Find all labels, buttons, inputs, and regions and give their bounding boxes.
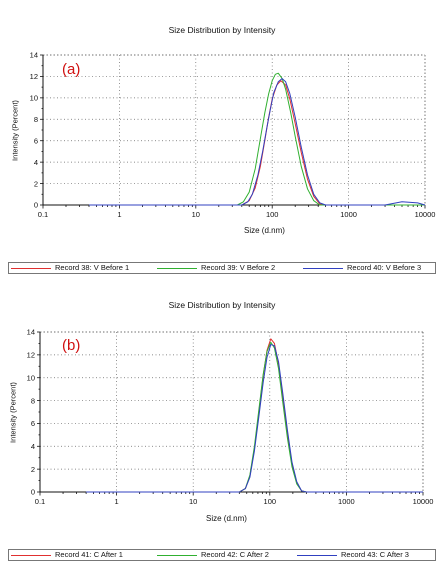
y-tick-label: 12: [30, 72, 38, 81]
chart-panel-b: Size Distribution by Intensity 0 2 4 6 8 10 12…: [0, 292, 444, 581]
legend-item: Record 41: C After 1: [11, 550, 123, 560]
legend-swatch: [11, 554, 51, 556]
x-axis-label: Size (d.nm): [206, 514, 247, 523]
legend-label: Record 41: C After 1: [55, 550, 123, 559]
legend-item: Record 40: V Before 3: [303, 263, 421, 273]
legend-label: Record 39: V Before 2: [201, 263, 276, 272]
chart-title: Size Distribution by Intensity: [168, 25, 276, 35]
x-axis-label: Size (d.nm): [244, 226, 285, 235]
x-tick-label: 0.1: [38, 210, 48, 219]
legend-label: Record 40: V Before 3: [347, 263, 422, 272]
x-tick-label: 100: [266, 210, 279, 219]
y-axis-label: Intensity (Percent): [10, 100, 20, 161]
chart-plot-b: 0 2 4 6 8 10 12 14 0.1 1 10 100 1000 10000: [27, 328, 434, 506]
y-tick-label: 0: [31, 488, 35, 497]
y-axis-label: Intensity (Percent): [8, 382, 18, 443]
chart-legend: Record 38: V Before 1 Record 39: V Befor…: [8, 262, 436, 274]
panel-label: (a): [62, 61, 81, 78]
y-tick-label: 0: [34, 201, 38, 210]
y-tick-label: 2: [31, 465, 35, 474]
legend-label: Record 43: C After 3: [341, 550, 409, 559]
y-tick-label: 2: [34, 179, 38, 188]
x-tick-label: 10000: [413, 497, 434, 506]
x-tick-label: 10: [192, 210, 200, 219]
x-tick-label: 1: [115, 497, 119, 506]
series-line: [89, 72, 425, 206]
x-tick-label: 100: [264, 497, 277, 506]
chart-plot-a: 0 2 4 6 8 10 12 14 0.1 1 10 100 1000 10000: [30, 51, 436, 219]
legend-swatch: [157, 267, 197, 269]
legend-label: Record 38: V Before 1: [55, 263, 130, 272]
y-tick-label: 6: [34, 136, 38, 145]
legend-swatch: [303, 267, 343, 269]
legend-item: Record 39: V Before 2: [157, 263, 275, 273]
y-tick-label: 4: [34, 158, 38, 167]
legend-item: Record 38: V Before 1: [11, 263, 129, 273]
legend-label: Record 42: C After 2: [201, 550, 269, 559]
series-line: [86, 338, 423, 493]
y-tick-label: 6: [31, 419, 35, 428]
y-tick-label: 14: [30, 51, 38, 60]
legend-swatch: [157, 554, 197, 556]
legend-swatch: [297, 554, 337, 556]
chart-legend: Record 41: C After 1 Record 42: C After …: [8, 549, 436, 561]
series-line: [89, 80, 425, 206]
legend-item: Record 43: C After 3: [297, 550, 409, 560]
series-line: [86, 344, 423, 493]
y-tick-label: 10: [30, 94, 38, 103]
chart-panel-a: Size Distribution by Intensity 0 2 4 6 8 10 12…: [0, 0, 444, 290]
series-line: [89, 78, 426, 206]
x-tick-label: 10: [189, 497, 197, 506]
x-tick-label: 1000: [338, 497, 355, 506]
y-tick-label: 8: [31, 396, 35, 405]
y-tick-label: 12: [27, 351, 35, 360]
series-line: [86, 341, 423, 493]
y-tick-label: 8: [34, 115, 38, 124]
y-tick-label: 10: [27, 373, 35, 382]
x-tick-label: 0.1: [35, 497, 45, 506]
y-tick-label: 4: [31, 442, 35, 451]
panel-label: (b): [62, 337, 81, 354]
y-tick-label: 14: [27, 328, 35, 337]
legend-item: Record 42: C After 2: [157, 550, 269, 560]
legend-swatch: [11, 267, 51, 269]
x-tick-label: 10000: [415, 210, 436, 219]
x-tick-label: 1: [117, 210, 121, 219]
x-tick-label: 1000: [340, 210, 357, 219]
chart-title: Size Distribution by Intensity: [168, 300, 276, 310]
